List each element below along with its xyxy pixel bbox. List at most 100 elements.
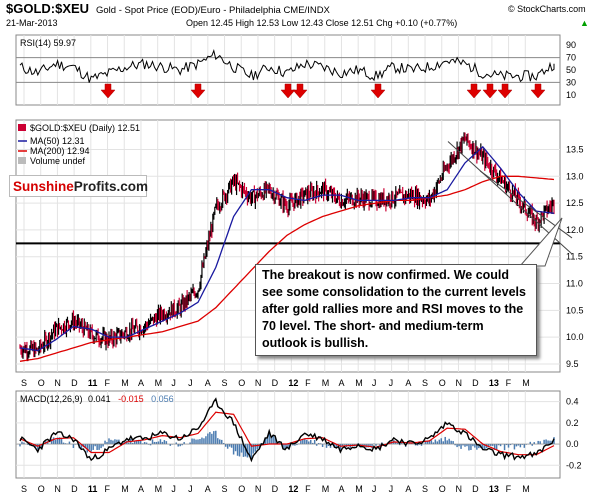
- macd-series: [16, 397, 560, 463]
- x-tick-label: S: [222, 378, 228, 388]
- x-tick-label: F: [506, 484, 512, 494]
- rsi-buy-arrow: [530, 83, 546, 99]
- x-tick-label: D: [472, 378, 479, 388]
- x-tick-label: J: [389, 378, 394, 388]
- x-tick-label: 13: [489, 378, 499, 388]
- legend-ma50: MA(50) 12.31: [30, 136, 85, 146]
- x-tick-label: D: [272, 484, 279, 494]
- x-tick-label: A: [138, 484, 144, 494]
- price-tick-label: 10.0: [566, 332, 584, 342]
- quote-line: Open 12.45 High 12.53 Low 12.43 Close 12…: [186, 18, 457, 28]
- price-axis: 13.5 13.0 12.5 12.0 11.5 11.0 10.5 10.0 9.5: [566, 144, 584, 368]
- x-tick-label: M: [155, 484, 163, 494]
- x-tick-label: 12: [288, 484, 298, 494]
- x-tick-label: M: [522, 378, 530, 388]
- price-series: [16, 132, 573, 362]
- legend-swatch-price: [18, 124, 26, 131]
- price-tick-label: 10.5: [566, 305, 584, 315]
- x-tick-label: M: [322, 378, 330, 388]
- x-tick-label: O: [38, 484, 45, 494]
- rsi-tick-label: 70: [566, 53, 576, 63]
- x-tick-label: S: [422, 378, 428, 388]
- x-tick-label: M: [355, 378, 363, 388]
- x-tick-label: N: [455, 378, 462, 388]
- x-tick-label: 11: [88, 378, 98, 388]
- legend-volume: Volume undef: [30, 156, 86, 166]
- x-tick-label: N: [255, 378, 262, 388]
- macd-label-value: 0.041: [88, 394, 111, 404]
- x-tick-label: J: [372, 484, 377, 494]
- x-tick-label: D: [272, 378, 279, 388]
- x-tick-label: 13: [489, 484, 499, 494]
- macd-tick-label: -0.2: [566, 460, 582, 470]
- logo-part-profits: Profits.com: [73, 179, 149, 194]
- logo-part-sunshine: Sunshine: [13, 179, 74, 194]
- quote-arrow: ▲: [580, 18, 589, 28]
- x-tick-label: A: [205, 378, 211, 388]
- rsi-axis: 90 70 50 30 10: [566, 40, 576, 100]
- x-tick-label: F: [305, 378, 311, 388]
- x-tick-label: S: [422, 484, 428, 494]
- macd-label-prefix: MACD(12,26,9): [20, 394, 83, 404]
- macd-tick-label: 0.2: [566, 418, 579, 428]
- x-axis-labels-macd: S O N D 11 F M A M J J A S O N D 12 F M A M J J A S O N D 13 F M: [21, 484, 530, 494]
- rsi-tick-label: 30: [566, 77, 576, 87]
- chart-description: Gold - Spot Price (EOD)/Euro - Philadelp…: [96, 5, 331, 16]
- chart-date: 21-Mar-2013: [6, 18, 58, 28]
- x-tick-label: O: [238, 484, 245, 494]
- macd-line: [19, 397, 555, 463]
- x-tick-label: O: [439, 484, 446, 494]
- rsi-buy-arrow: [280, 83, 296, 99]
- macd-label-signal: -0.015: [118, 394, 144, 404]
- x-tick-label: S: [222, 484, 228, 494]
- price-tick-label: 11.5: [566, 252, 583, 262]
- rsi-series: [19, 49, 555, 83]
- rsi-arrows: [100, 83, 546, 99]
- x-tick-label: M: [355, 484, 363, 494]
- x-tick-label: D: [71, 484, 78, 494]
- x-tick-label: S: [21, 378, 27, 388]
- rsi-buy-arrow: [466, 83, 482, 99]
- macd-axis: 0.4 0.2 0.0 -0.2: [566, 397, 582, 471]
- macd-label-hist: 0.056: [151, 394, 174, 404]
- x-tick-label: A: [405, 378, 411, 388]
- x-tick-label: O: [439, 378, 446, 388]
- price-tick-label: 12.5: [566, 198, 584, 208]
- x-tick-label: J: [171, 484, 176, 494]
- x-tick-label: A: [338, 484, 344, 494]
- x-tick-label: D: [472, 484, 479, 494]
- x-tick-label: N: [255, 484, 262, 494]
- x-tick-label: M: [522, 484, 530, 494]
- copyright: © StockCharts.com: [508, 4, 586, 14]
- x-tick-label: A: [138, 378, 144, 388]
- x-tick-label: M: [322, 484, 330, 494]
- rsi-buy-arrow: [292, 83, 308, 99]
- x-tick-label: J: [171, 378, 176, 388]
- x-tick-label: F: [506, 378, 512, 388]
- x-tick-label: F: [105, 378, 111, 388]
- rsi-line: [19, 49, 555, 83]
- x-tick-label: O: [38, 378, 45, 388]
- macd-tick-label: 0.4: [566, 397, 579, 407]
- price-tick-label: 11.0: [566, 279, 583, 289]
- signal-line: [19, 411, 555, 456]
- ma200-line: [19, 175, 555, 362]
- x-tick-label: J: [188, 484, 193, 494]
- rsi-label: RSI(14) 59.97: [20, 38, 76, 48]
- price-tick-label: 12.0: [566, 225, 584, 235]
- x-tick-label: A: [205, 484, 211, 494]
- x-tick-label: J: [389, 484, 394, 494]
- macd-tick-label: 0.0: [566, 439, 579, 449]
- rsi-buy-arrow: [482, 83, 498, 99]
- x-tick-label: A: [338, 378, 344, 388]
- x-tick-label: J: [188, 378, 193, 388]
- price-tick-label: 13.5: [566, 144, 584, 154]
- x-tick-label: 11: [88, 484, 98, 494]
- x-tick-label: F: [305, 484, 311, 494]
- x-axis-labels-price: S O N D 11 F M A M J J A S O N D 12 F M A M J J A S O N D 13 F M: [21, 378, 530, 388]
- x-tick-label: O: [238, 378, 245, 388]
- x-tick-label: N: [54, 484, 61, 494]
- rsi-buy-arrow: [190, 83, 206, 99]
